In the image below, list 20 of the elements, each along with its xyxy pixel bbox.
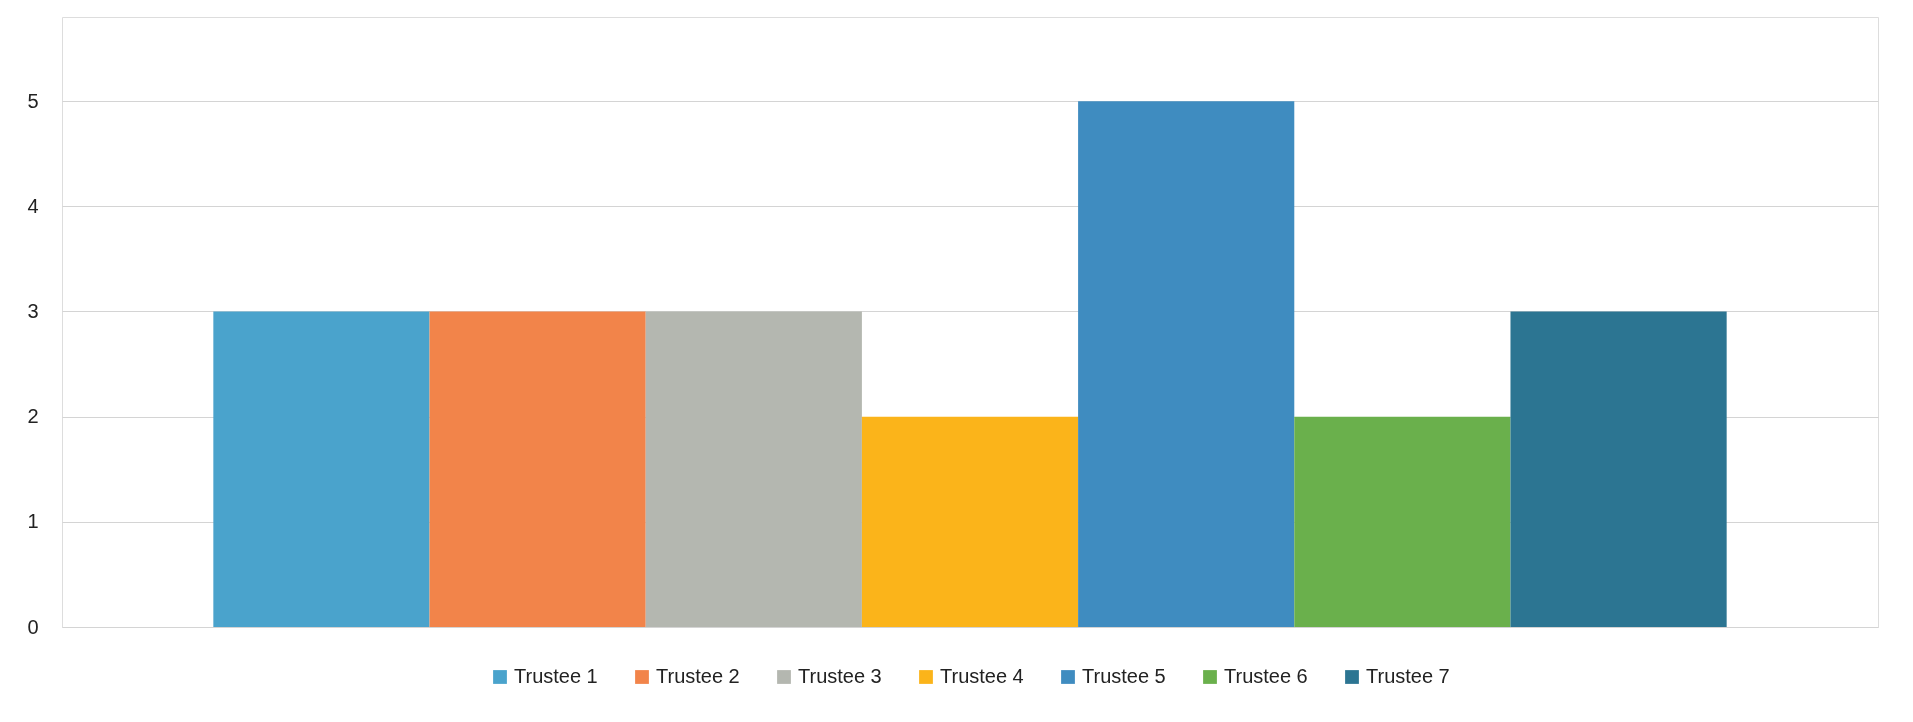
legend-label: Trustee 4 [940, 665, 1024, 687]
bar [1078, 101, 1295, 627]
y-tick-label: 0 [27, 615, 39, 638]
y-tick-label: 1 [27, 510, 39, 533]
bar [645, 311, 862, 627]
y-tick-label: 5 [27, 89, 39, 112]
legend-label: Trustee 5 [1082, 665, 1166, 687]
y-tick-label: 4 [27, 194, 39, 217]
bar [429, 311, 646, 627]
bar [1294, 416, 1511, 627]
legend-label: Trustee 6 [1224, 665, 1308, 687]
legend-label: Trustee 3 [798, 665, 882, 687]
y-tick-label: 3 [27, 299, 39, 322]
bar [861, 416, 1079, 627]
legend-label: Trustee 7 [1366, 665, 1450, 687]
legend-label: Trustee 2 [656, 665, 740, 687]
bar [213, 311, 430, 627]
bar [1510, 311, 1727, 627]
legend-label: Trustee 1 [514, 665, 598, 687]
y-tick-label: 2 [27, 405, 39, 428]
